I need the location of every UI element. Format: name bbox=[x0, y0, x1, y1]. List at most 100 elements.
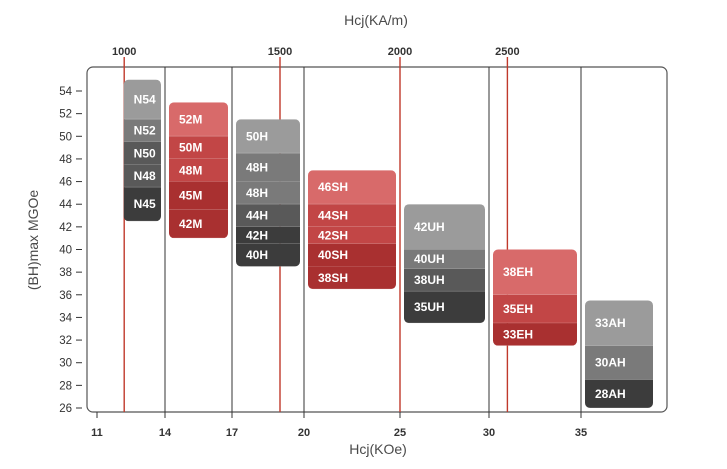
grade-label: 30AH bbox=[595, 356, 626, 370]
grade-label: 35UH bbox=[414, 300, 445, 314]
series-bands bbox=[404, 204, 485, 324]
series-EH: 38EH 35EH 33EH bbox=[493, 249, 577, 346]
y-tick-label: 50 bbox=[59, 131, 72, 143]
x-tick-label: 14 bbox=[159, 427, 172, 439]
grade-band-N50 bbox=[123, 141, 161, 165]
grade-label: 33AH bbox=[595, 316, 626, 330]
y-tick-label: 28 bbox=[59, 380, 72, 392]
y-tick-label: 36 bbox=[59, 290, 72, 302]
grade-label: 40H bbox=[246, 248, 268, 262]
grade-label: 38UH bbox=[414, 273, 445, 287]
grade-label: 45M bbox=[179, 189, 202, 203]
y-tick-label: 32 bbox=[59, 335, 72, 347]
x-axis-title: Hcj(KOe) bbox=[349, 441, 407, 457]
y-tick-label: 38 bbox=[59, 267, 72, 279]
grade-label: N52 bbox=[134, 124, 156, 138]
grade-label: 44SH bbox=[318, 209, 348, 223]
series-SH: 46SH 44SH 42SH 40SH 38SH bbox=[308, 170, 396, 290]
top-tick-label: 1500 bbox=[268, 46, 292, 58]
grade-band-42SH bbox=[308, 226, 396, 244]
grade-band-35UH bbox=[404, 291, 485, 324]
y-tick-label: 44 bbox=[59, 199, 72, 211]
grade-band-50H bbox=[236, 119, 300, 154]
grade-label: 50H bbox=[246, 129, 268, 143]
grade-label: N50 bbox=[134, 146, 156, 160]
x-axis-ticks: 11 14 17 20 25 30 35 bbox=[91, 412, 587, 439]
series-bands bbox=[123, 79, 161, 222]
grade-label: 46SH bbox=[318, 180, 348, 194]
grade-band-30AH bbox=[585, 345, 653, 380]
x-tick-label: 20 bbox=[298, 427, 310, 439]
grade-band-40UH bbox=[404, 249, 485, 269]
grade-band-38EH bbox=[493, 249, 577, 295]
x-tick-label: 35 bbox=[575, 427, 587, 439]
top-tick-label: 1000 bbox=[112, 46, 136, 58]
top-axis-ticks: 1000 1500 2000 2500 bbox=[112, 46, 520, 58]
grade-band-40H bbox=[236, 243, 300, 267]
grade-band-45M bbox=[169, 181, 228, 210]
grade-label: 42M bbox=[179, 217, 202, 231]
grade-band-N52 bbox=[123, 119, 161, 142]
grade-label: 44H bbox=[246, 209, 268, 223]
grade-band-40SH bbox=[308, 243, 396, 267]
series-N: N54 N52 N50 N48 N45 bbox=[123, 79, 161, 222]
y-tick-label: 40 bbox=[59, 245, 72, 257]
grade-label: 40UH bbox=[414, 252, 445, 266]
grade-band-28AH bbox=[585, 379, 653, 408]
grade-label: 48M bbox=[179, 163, 202, 177]
grade-label: 38SH bbox=[318, 271, 348, 285]
x-tick-label: 25 bbox=[394, 427, 406, 439]
y-tick-label: 26 bbox=[59, 403, 72, 415]
x-tick-label: 17 bbox=[226, 427, 238, 439]
top-tick-label: 2500 bbox=[495, 46, 519, 58]
series-H: 50H 48H 48H 44H 42H 40H bbox=[236, 119, 300, 267]
grade-band-38UH bbox=[404, 268, 485, 292]
grade-label: 42SH bbox=[318, 228, 348, 242]
grade-band-33AH bbox=[585, 300, 653, 346]
grade-band-52M bbox=[169, 102, 228, 137]
series-bands bbox=[308, 170, 396, 290]
grade-band-44H bbox=[236, 204, 300, 227]
grade-band-33EH bbox=[493, 323, 577, 346]
x-tick-label: 30 bbox=[483, 427, 495, 439]
grade-bands: N54 N52 N50 N48 N45 52M 50M 48M 45M 42M 50H 48H 48H 4… bbox=[123, 79, 653, 409]
grade-band-N48 bbox=[123, 164, 161, 188]
grade-band-48H bbox=[236, 181, 300, 205]
grade-label: N54 bbox=[134, 92, 156, 106]
y-tick-label: 52 bbox=[59, 109, 72, 121]
y-tick-label: 30 bbox=[59, 358, 72, 370]
grade-band-35EH bbox=[493, 294, 577, 324]
grade-label: N45 bbox=[134, 197, 156, 211]
series-bands bbox=[493, 249, 577, 346]
grade-label: N48 bbox=[134, 169, 156, 183]
grade-label: 52M bbox=[179, 112, 202, 126]
grade-label: 50M bbox=[179, 141, 202, 155]
grade-label: 42H bbox=[246, 228, 268, 242]
grade-label: 48H bbox=[246, 160, 268, 174]
y-axis-title: (BH)max MGOe bbox=[25, 190, 41, 291]
grade-label: 48H bbox=[246, 186, 268, 200]
series-bands bbox=[585, 300, 653, 409]
grade-label: 42UH bbox=[414, 220, 445, 234]
top-tick-label: 2000 bbox=[388, 46, 412, 58]
grade-label: 33EH bbox=[503, 327, 533, 341]
grade-band-44SH bbox=[308, 204, 396, 227]
grade-band-42M bbox=[169, 209, 228, 239]
y-axis-ticks: 26 28 30 32 34 36 38 40 42 44 46 48 50 52 54 bbox=[59, 86, 82, 415]
grade-band-48M bbox=[169, 158, 228, 182]
grade-band-46SH bbox=[308, 170, 396, 205]
y-tick-label: 54 bbox=[59, 86, 72, 98]
series-UH: 42UH 40UH 38UH 35UH bbox=[404, 204, 485, 324]
grade-band-N45 bbox=[123, 187, 161, 222]
grade-band-48H bbox=[236, 153, 300, 182]
grade-band-42H bbox=[236, 226, 300, 244]
y-tick-label: 46 bbox=[59, 177, 72, 189]
grade-label: 28AH bbox=[595, 387, 626, 401]
y-tick-label: 48 bbox=[59, 154, 72, 166]
top-axis-title: Hcj(KA/m) bbox=[344, 12, 408, 28]
grade-band-42UH bbox=[404, 204, 485, 250]
series-bands bbox=[169, 102, 228, 239]
series-M: 52M 50M 48M 45M 42M bbox=[169, 102, 228, 239]
grade-label: 38EH bbox=[503, 265, 533, 279]
